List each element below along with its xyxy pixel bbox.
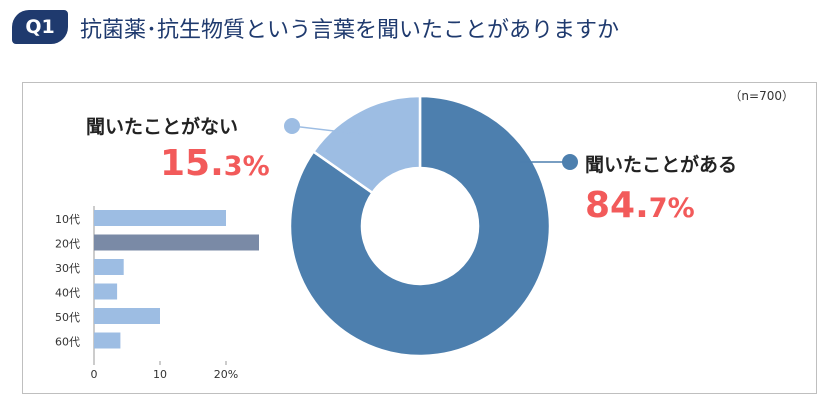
label-heard: 聞いたことがある bbox=[585, 154, 738, 176]
question-badge: Q1 bbox=[12, 10, 68, 44]
donut-slice bbox=[311, 94, 422, 195]
legend-dot-heard bbox=[562, 154, 578, 170]
value-not-heard-int: 15. bbox=[160, 143, 224, 184]
donut-slice bbox=[288, 94, 552, 358]
value-heard: 84.7% bbox=[585, 188, 695, 224]
leader-line-not-heard bbox=[291, 125, 373, 137]
chart-panel: （n=700） bbox=[22, 82, 817, 394]
value-heard-dec: 7% bbox=[648, 193, 695, 224]
legend-dot-not-heard bbox=[284, 118, 300, 134]
value-not-heard-dec: 3% bbox=[223, 151, 270, 182]
value-not-heard: 15.3% bbox=[160, 146, 270, 182]
sample-size-note: （n=700） bbox=[729, 89, 794, 103]
question-title: 抗菌薬･抗生物質という言葉を聞いたことがありますか bbox=[80, 18, 620, 43]
label-not-heard: 聞いたことがない bbox=[86, 116, 239, 138]
value-heard-int: 84. bbox=[585, 185, 649, 226]
